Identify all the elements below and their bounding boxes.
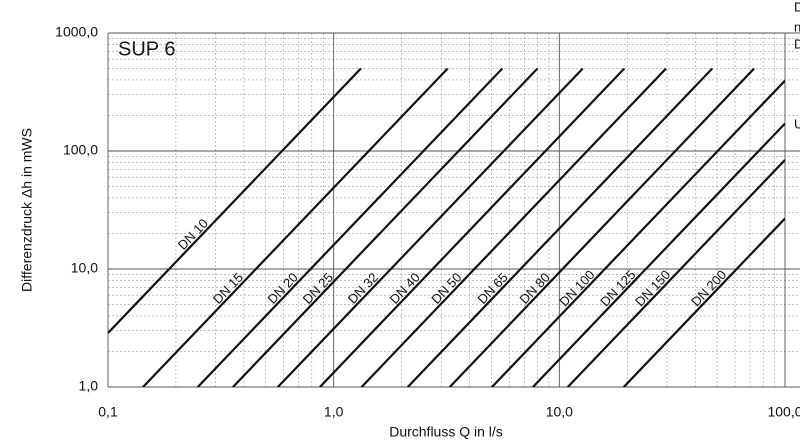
curve (566, 159, 785, 387)
y-axis-label: Differenzdruck Δh in mWS (19, 128, 35, 292)
curve (406, 67, 714, 387)
series-label: DN 32 (345, 270, 381, 307)
series-label: DN 10 (175, 216, 211, 253)
series-label: DN 50 (428, 270, 464, 307)
series-label: DN 15 (210, 270, 246, 307)
x-tick-label: 0,1 (98, 404, 118, 420)
series-label: DN 40 (387, 270, 423, 307)
y-tick-label: 100,0 (63, 142, 98, 158)
curve (532, 122, 785, 387)
annotation: U (794, 116, 800, 131)
y-tick-label: 1,0 (79, 378, 99, 394)
series-label: DN 150 (632, 267, 673, 309)
curve (622, 217, 785, 387)
series-label: DN 125 (597, 267, 638, 309)
curve (142, 67, 449, 387)
y-tick-label: 10,0 (71, 260, 98, 276)
x-tick-label: 1,0 (324, 404, 344, 420)
x-tick-label: 10,0 (546, 404, 573, 420)
y-tick-label: 1000,0 (55, 24, 98, 40)
curve (319, 67, 626, 387)
series-label: DN 200 (688, 267, 729, 309)
series-label: DN 80 (516, 270, 552, 307)
curve (197, 67, 504, 387)
x-axis-label: Durchfluss Q in l/s (389, 424, 503, 440)
curve (491, 79, 785, 387)
lines (108, 67, 785, 387)
curve (448, 67, 755, 387)
series-label: DN 65 (474, 270, 510, 307)
curve (108, 67, 362, 334)
series-label: DN 100 (556, 267, 597, 309)
chart-title: SUP 6 (118, 38, 175, 60)
curve (232, 67, 539, 387)
annotation: D (794, 0, 800, 14)
annotation: n (794, 19, 800, 34)
curve (277, 67, 584, 387)
series-label: DN 20 (264, 270, 300, 307)
curve (360, 67, 667, 387)
x-tick-label: 100,0 (767, 404, 800, 420)
annotation: D (794, 36, 800, 51)
